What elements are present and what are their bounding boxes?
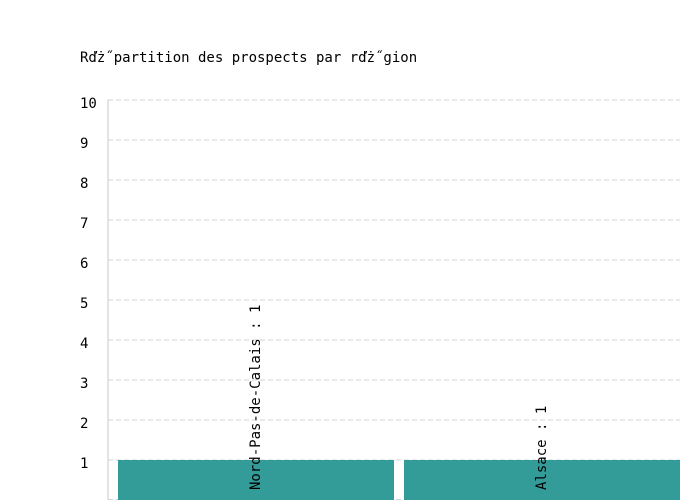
data-label: Alsace : 1 — [534, 406, 550, 490]
grid-lines — [108, 99, 680, 500]
y-tick-label: 5 — [80, 296, 88, 312]
y-tick-label: 7 — [80, 216, 88, 232]
y-tick-label: 10 — [80, 96, 97, 112]
y-tick-label: 1 — [80, 456, 88, 472]
bar-alsace — [404, 460, 680, 500]
y-axis-ticks: 1 2 3 4 5 6 7 8 9 10 — [80, 96, 97, 472]
bar-nord-pas-de-calais — [118, 460, 394, 500]
y-tick-label: 4 — [80, 336, 88, 352]
y-tick-label: 8 — [80, 176, 88, 192]
data-label: Nord-Pas-de-Calais : 1 — [248, 305, 264, 490]
data-labels: Nord-Pas-de-Calais : 1 Alsace : 1 — [248, 305, 550, 490]
bars — [118, 460, 680, 500]
y-tick-label: 2 — [80, 416, 88, 432]
y-tick-label: 9 — [80, 136, 88, 152]
y-tick-label: 3 — [80, 376, 88, 392]
y-tick-label: 6 — [80, 256, 88, 272]
chart-title: Rďż˝partition des prospects par rďż˝gion — [80, 50, 417, 66]
